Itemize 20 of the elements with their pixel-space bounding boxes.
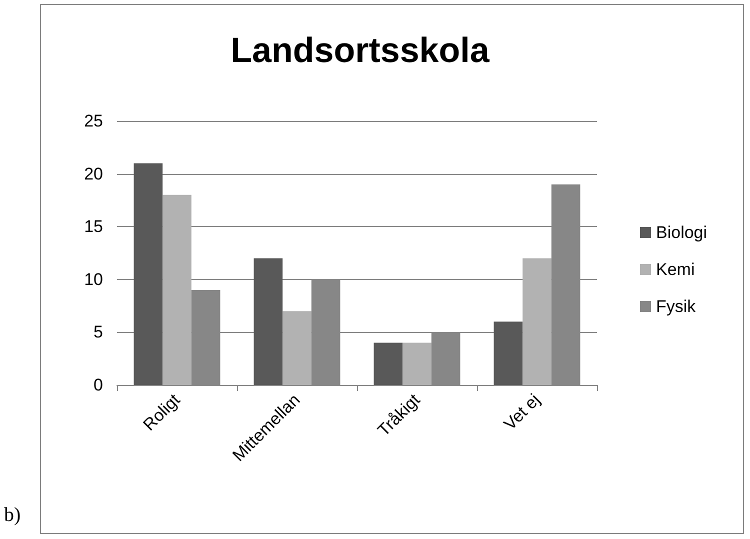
y-tick-label: 0	[94, 376, 103, 394]
text: b)	[4, 504, 21, 526]
y-tick-label: 20	[84, 164, 103, 184]
legend-label: Fysik	[656, 297, 696, 316]
y-tick-label: 25	[84, 112, 103, 130]
bar	[254, 258, 283, 385]
chart-title: Landsortsskola	[230, 31, 490, 70]
legend-label: Kemi	[656, 260, 695, 279]
bar	[134, 163, 163, 385]
bar	[162, 194, 192, 385]
bar	[402, 342, 432, 385]
bar	[494, 322, 523, 385]
y-tick-label: 10	[84, 270, 103, 289]
x-tick-label: Vet ej	[500, 390, 544, 434]
bar	[282, 311, 312, 385]
y-tick-label: 15	[84, 217, 103, 236]
bar	[522, 258, 552, 385]
legend-label: Biologi	[656, 223, 708, 242]
bar	[374, 342, 403, 385]
y-tick-label: 5	[94, 322, 103, 342]
